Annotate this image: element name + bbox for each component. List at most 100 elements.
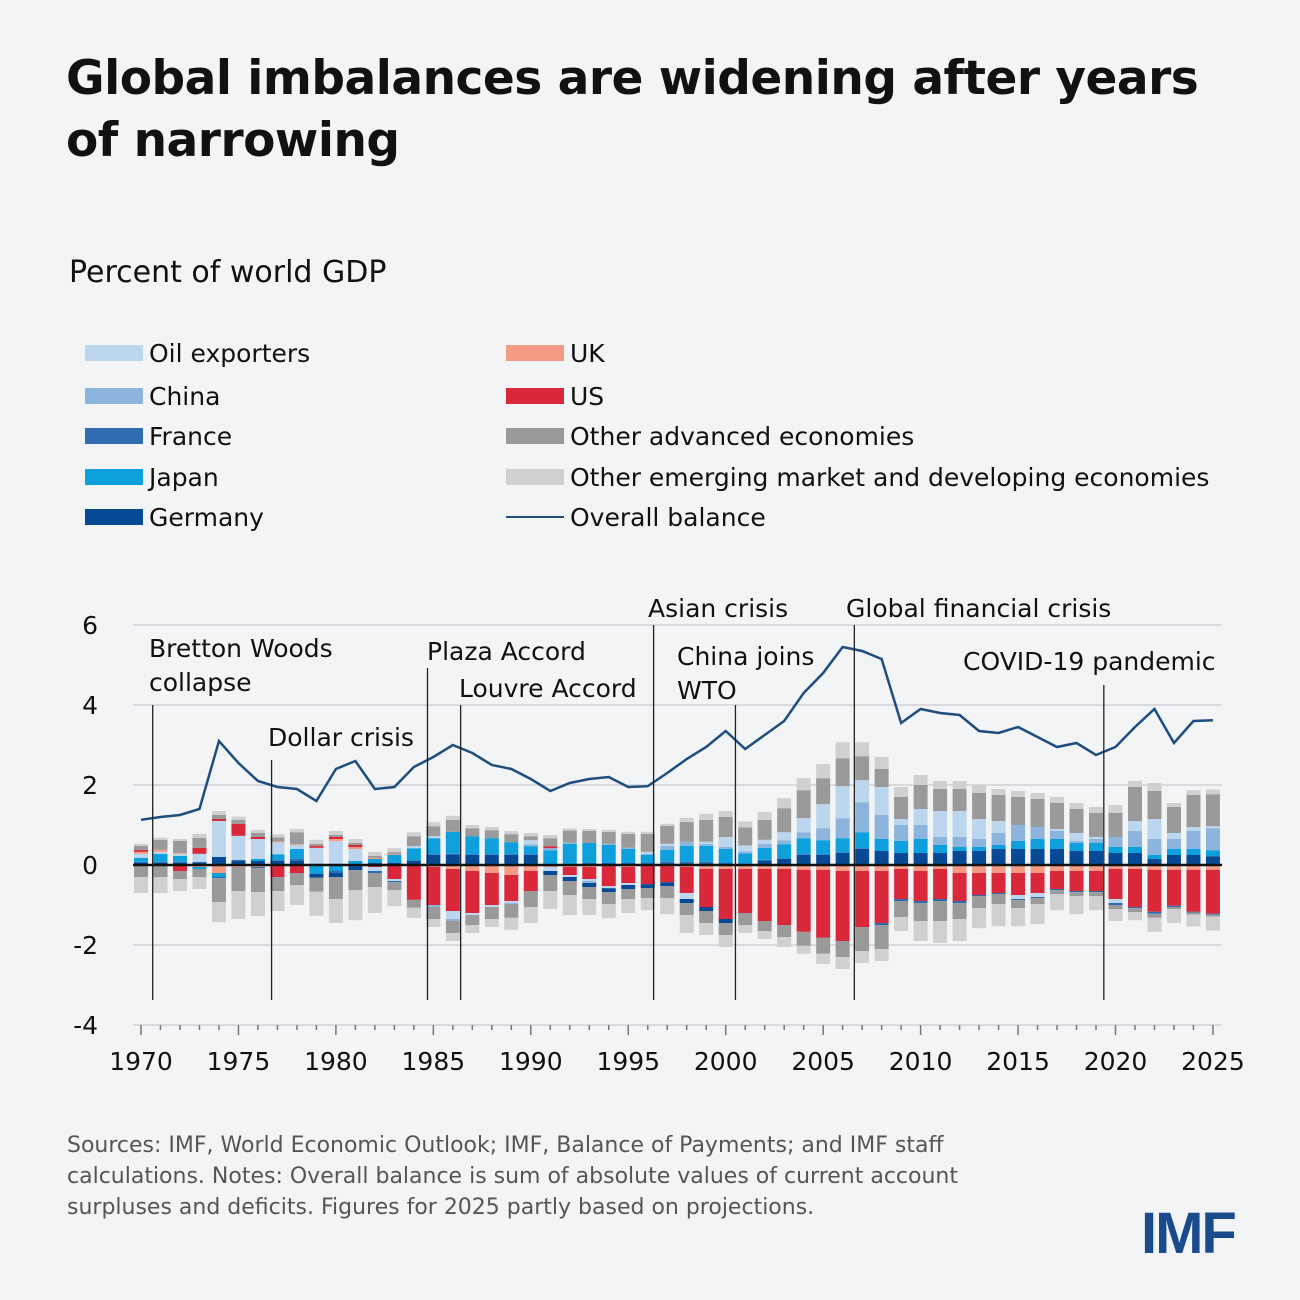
bar-segment — [660, 898, 675, 915]
legend-label: France — [149, 421, 233, 451]
bar-segment — [1011, 797, 1026, 825]
bar-segment — [465, 865, 480, 871]
bar-segment — [465, 855, 480, 865]
bar-segment — [972, 839, 987, 847]
legend-swatch — [506, 388, 564, 404]
bar-segment — [250, 861, 265, 865]
bar-segment — [640, 851, 655, 854]
bar-segment — [426, 919, 441, 927]
bar-segment — [211, 815, 226, 819]
bar-segment — [1205, 850, 1220, 857]
bar-segment — [1108, 899, 1123, 903]
bar-segment — [640, 855, 655, 863]
bar-segment — [1205, 865, 1220, 870]
bar-segment — [465, 915, 480, 925]
bar-segment — [874, 949, 889, 961]
bar-segment — [796, 945, 811, 954]
bar-segment — [367, 851, 382, 856]
bar-segment — [543, 848, 558, 851]
bar-segment — [796, 855, 811, 865]
bar-segment — [660, 823, 675, 826]
bar-segment — [699, 845, 714, 862]
legend-item: China — [85, 381, 220, 411]
bar-segment — [699, 869, 714, 907]
x-tick-label: 2000 — [694, 1047, 758, 1076]
bar-segment — [289, 845, 304, 849]
bar-segment — [231, 867, 246, 891]
bar-segment — [1108, 805, 1123, 813]
bar-segment — [894, 899, 909, 901]
bar-segment — [153, 851, 168, 854]
bar-segment — [816, 937, 831, 954]
bar-segment — [933, 899, 948, 901]
bar-segment — [1011, 865, 1026, 873]
bar-segment — [348, 845, 363, 847]
bar-segment — [1030, 799, 1045, 827]
bar-segment — [445, 819, 460, 832]
legend-swatch — [506, 345, 564, 361]
bar-segment — [855, 832, 870, 849]
bar-segment — [367, 887, 382, 913]
legend-label: Overall balance — [570, 502, 766, 532]
bar-segment — [1166, 803, 1181, 807]
bar-segment — [699, 907, 714, 911]
bar-segment — [952, 903, 967, 919]
bar-segment — [757, 869, 772, 921]
bar-segment — [894, 901, 909, 917]
bar-segment — [952, 811, 967, 837]
bar-segment — [484, 873, 499, 905]
bar-segment — [777, 840, 792, 845]
bar-segment — [933, 865, 948, 869]
bar-segment — [718, 849, 733, 863]
bar-segment — [1166, 849, 1181, 855]
bar-segment — [1050, 890, 1065, 895]
bar-segment — [1166, 865, 1181, 870]
bar-segment — [660, 866, 675, 883]
x-tick-label: 2020 — [1084, 1047, 1148, 1076]
bar-segment — [523, 855, 538, 865]
bar-segment — [134, 857, 148, 862]
bar-segment — [309, 891, 324, 916]
bar-segment — [1089, 807, 1104, 813]
bar-segment — [465, 825, 480, 829]
source-notes: Sources: IMF, World Economic Outlook; IM… — [67, 1133, 958, 1220]
bar-segment — [1030, 865, 1045, 873]
bar-segment — [328, 899, 343, 923]
bar-segment — [855, 802, 870, 833]
bar-segment — [582, 879, 597, 881]
bar-segment — [699, 911, 714, 923]
bar-segment — [289, 859, 304, 861]
bar-segment — [816, 828, 831, 841]
bar-segment — [562, 867, 577, 875]
legend-label: Other emerging market and developing eco… — [570, 462, 1210, 492]
bar-segment — [757, 819, 772, 840]
legend-item: Other advanced economies — [506, 421, 914, 451]
bar-segment — [679, 893, 694, 899]
bar-segment — [972, 785, 987, 793]
bar-segment — [172, 879, 187, 891]
bar-segment — [484, 827, 499, 831]
bar-segment — [972, 908, 987, 929]
bar-segment — [835, 865, 850, 871]
bar-segment — [348, 861, 363, 865]
bar-segment — [134, 845, 148, 850]
bar-segment — [523, 836, 538, 841]
bar-segment — [367, 871, 382, 873]
bar-segment — [231, 835, 246, 860]
bar-segment — [972, 873, 987, 895]
bar-segment — [718, 869, 733, 919]
annotation-label: Plaza Accord — [427, 637, 586, 666]
bar-segment — [231, 859, 246, 861]
bar-segment — [1108, 903, 1123, 905]
bar-segment — [757, 921, 772, 931]
bar-segment — [211, 865, 226, 873]
bar-segment — [894, 797, 909, 819]
bar-segment — [1205, 794, 1220, 827]
bar-segment — [562, 828, 577, 831]
bar-segment — [504, 901, 519, 903]
bar-segment — [328, 839, 343, 841]
bar-segment — [816, 804, 831, 829]
bar-segment — [328, 877, 343, 899]
bar-segment — [134, 861, 148, 863]
bar-segment — [874, 787, 889, 815]
